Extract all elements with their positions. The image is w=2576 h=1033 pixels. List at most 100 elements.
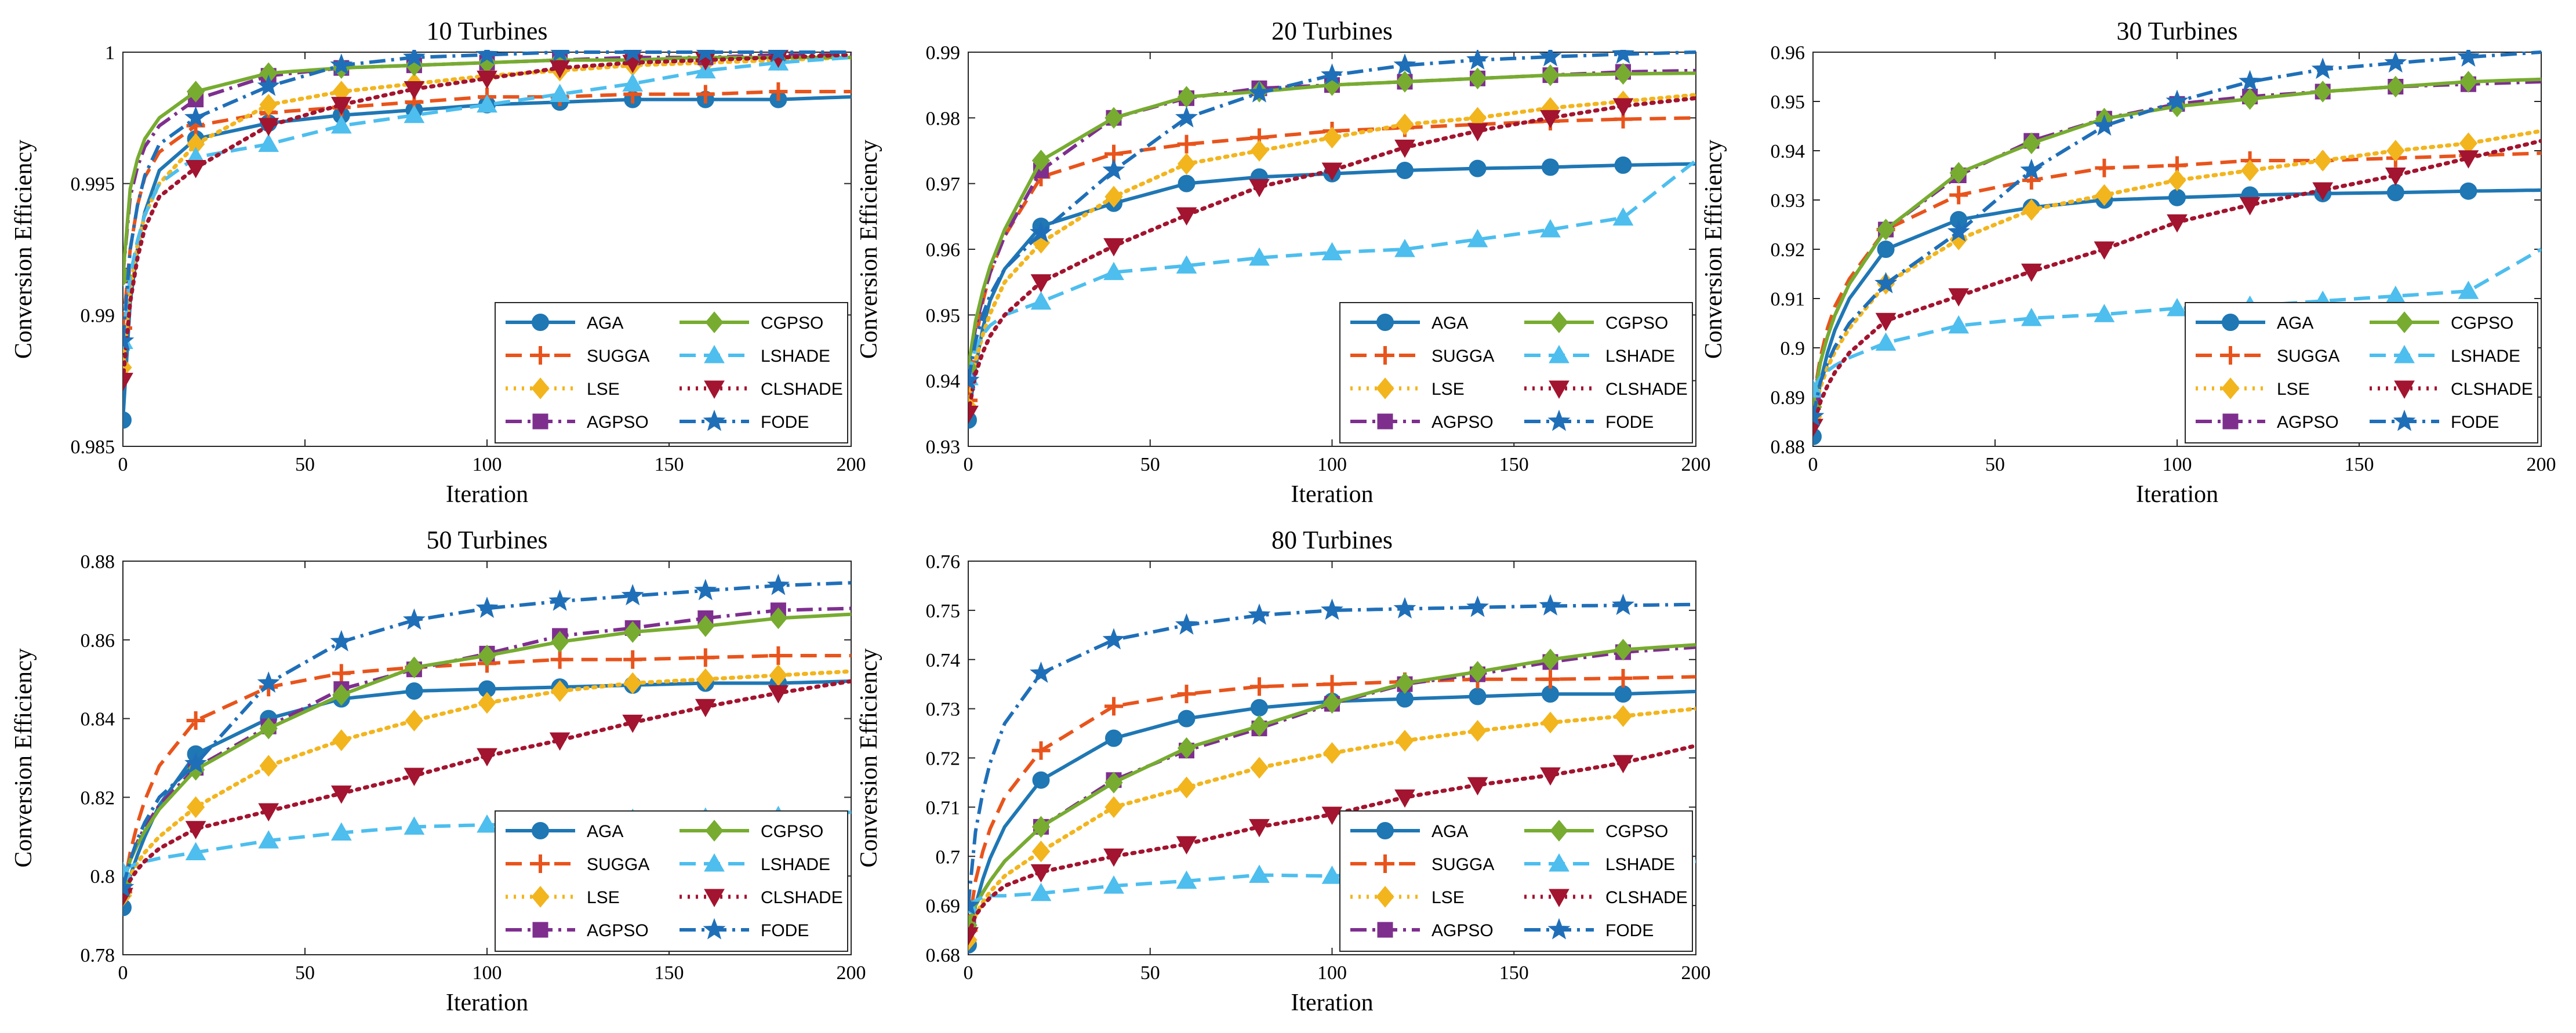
data-point-marker: [550, 631, 569, 653]
data-point-marker: [2168, 188, 2186, 206]
legend-marker: [1377, 413, 1393, 430]
data-point-marker: [1321, 162, 1343, 181]
x-tick-label: 100: [2163, 454, 2192, 475]
legend-entry-fode: FODE: [2370, 409, 2499, 432]
data-point-marker: [2094, 241, 2115, 260]
data-point-marker: [1541, 64, 1560, 86]
legend-label: AGA: [1431, 822, 1468, 841]
legend-marker: [531, 886, 550, 908]
legend-marker: [703, 409, 726, 431]
y-tick-label: 0.95: [1771, 92, 1805, 113]
data-point-marker: [2386, 140, 2405, 162]
data-point-marker: [1466, 50, 1489, 70]
data-point-marker: [186, 796, 205, 819]
data-point-marker: [1249, 864, 1270, 883]
data-point-marker: [123, 373, 133, 391]
data-point-marker: [550, 680, 569, 702]
legend-label: AGPSO: [587, 413, 649, 432]
legend-entry-fode: FODE: [1524, 918, 1654, 940]
chart-panel-4: 50 Turbines 0 50 100 150 200 0.78 0.8 0.82 0.84 0.…: [10, 526, 866, 1016]
data-point-marker: [1396, 162, 1414, 179]
data-point-marker: [1393, 53, 1416, 75]
legend-entry-cgpso: CGPSO: [1524, 311, 1668, 333]
legend-marker: [703, 918, 726, 940]
legend-marker: [1549, 344, 1569, 363]
data-point-marker: [330, 785, 352, 804]
legend-entry-agpso: AGPSO: [1350, 413, 1494, 432]
legend-label: SUGGA: [2277, 347, 2339, 366]
series-cgpso: [123, 607, 851, 895]
series-fode: [968, 593, 1696, 915]
y-tick-label: 0.8: [90, 866, 115, 887]
data-point-marker: [330, 53, 353, 75]
legend-marker: [704, 380, 725, 399]
legend-entry-cgpso: CGPSO: [680, 311, 823, 333]
data-point-marker: [1175, 613, 1198, 635]
legend-label: CLSHADE: [761, 380, 843, 399]
chart-title: 50 Turbines: [426, 526, 547, 554]
legend-label: SUGGA: [1431, 347, 1494, 366]
y-tick-label: 0.88: [1771, 437, 1805, 458]
legend-entry-agpso: AGPSO: [2196, 413, 2339, 432]
data-point-marker: [2167, 214, 2188, 233]
x-tick-label: 0: [1808, 454, 1818, 475]
data-point-marker: [405, 710, 424, 732]
legend-label: CLSHADE: [2451, 380, 2533, 399]
x-tick-label: 200: [1681, 962, 1711, 984]
legend-marker: [704, 853, 725, 872]
legend-label: CGPSO: [2451, 314, 2513, 333]
x-tick-label: 150: [1499, 454, 1529, 475]
data-point-marker: [1104, 107, 1123, 129]
x-tick-label: 100: [1317, 454, 1347, 475]
data-point-marker: [405, 682, 423, 700]
data-point-marker: [1103, 848, 1124, 867]
data-point-marker: [1949, 162, 1968, 184]
legend-entry-cgpso: CGPSO: [2370, 311, 2513, 333]
data-point-marker: [769, 607, 788, 630]
data-point-marker: [1612, 50, 1634, 64]
data-point-marker: [550, 50, 570, 62]
legend-marker: [705, 820, 724, 842]
legend-label: FODE: [761, 921, 809, 940]
data-point-marker: [1178, 710, 1196, 728]
y-tick-label: 0.82: [81, 787, 115, 809]
y-tick-label: 0.99: [926, 42, 961, 64]
data-point-marker: [1177, 737, 1196, 759]
y-tick-label: 0.69: [926, 896, 961, 917]
legend-label: LSE: [2277, 380, 2310, 399]
data-point-marker: [1949, 185, 1968, 205]
y-tick-label: 0.96: [1771, 42, 1805, 64]
legend-label: LSHADE: [1605, 855, 1675, 874]
data-point-marker: [622, 73, 644, 92]
legend-marker: [1549, 853, 1569, 872]
legend-label: FODE: [1605, 413, 1654, 432]
data-point-marker: [1612, 98, 1634, 117]
data-point-marker: [2313, 150, 2332, 172]
chart-panel-3: 30 Turbines 0 50 100 150 200 0.88 0.89 0.9 0.91 0.…: [1701, 17, 2556, 508]
legend-entry-clshade: CLSHADE: [2370, 380, 2533, 399]
legend-label: AGPSO: [1431, 921, 1494, 940]
legend-marker: [2395, 311, 2414, 333]
series-line: [123, 56, 851, 342]
data-point-marker: [1177, 685, 1196, 704]
series-clshade: [968, 96, 1696, 424]
legend-entry-lse: LSE: [506, 377, 620, 399]
data-point-marker: [696, 668, 715, 690]
legend-marker: [531, 377, 550, 399]
y-axis-label: Conversion Efficiency: [1701, 140, 1727, 359]
data-point-marker: [1250, 677, 1269, 696]
data-point-marker: [123, 411, 132, 429]
data-point-marker: [185, 159, 206, 179]
legend-marker: [2222, 413, 2239, 430]
data-point-marker: [1467, 228, 1488, 248]
y-tick-label: 0.995: [71, 174, 115, 195]
data-point-marker: [1468, 661, 1487, 683]
data-point-marker: [1468, 720, 1487, 742]
x-tick-label: 0: [964, 962, 973, 984]
x-tick-label: 0: [118, 454, 128, 475]
data-point-marker: [2021, 263, 2042, 282]
legend-marker: [705, 311, 724, 333]
data-point-marker: [1105, 729, 1122, 747]
data-point-marker: [1030, 221, 1052, 243]
data-point-marker: [330, 115, 352, 134]
